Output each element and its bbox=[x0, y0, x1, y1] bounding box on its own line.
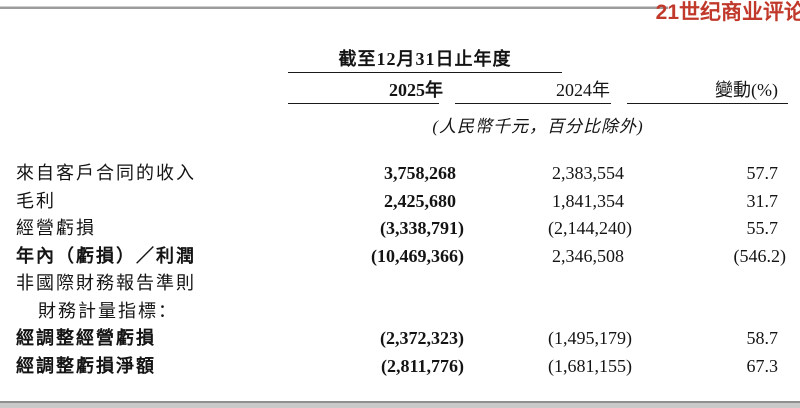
value-2024 bbox=[466, 298, 634, 326]
top-divider-rule bbox=[0, 6, 668, 9]
period-header-underline bbox=[288, 72, 562, 73]
value-change: 57.7 bbox=[746, 163, 779, 183]
value-change bbox=[634, 270, 788, 298]
column-header-spacer bbox=[0, 79, 288, 101]
value-change: 55.7 bbox=[746, 218, 779, 238]
value-2024: (1,495,179) bbox=[548, 328, 632, 348]
value-change: 31.7 bbox=[746, 190, 779, 211]
value-2025: (2,372,323) bbox=[380, 328, 464, 348]
units-note: (人民幣千元，百分比除外) bbox=[432, 117, 644, 136]
row-label: 經營虧損 bbox=[16, 218, 96, 238]
value-2024: (1,681,155) bbox=[548, 355, 632, 376]
table-row-year-loss-profit: 年內（虧損）／利潤 (10,469,366) 2,346,508 (546.2) bbox=[0, 243, 788, 271]
value-2024 bbox=[466, 270, 634, 298]
value-2025 bbox=[288, 270, 466, 298]
row-label: 財務計量指標： bbox=[38, 300, 178, 321]
value-2024: 2,346,508 bbox=[552, 245, 624, 266]
bottom-divider-shade bbox=[0, 403, 800, 408]
table-row-non-ifrs-heading: 非國際財務報告準則 bbox=[0, 270, 788, 298]
row-label: 毛利 bbox=[16, 190, 56, 211]
row-label: 非國際財務報告準則 bbox=[16, 273, 196, 293]
table-row-gross-profit: 毛利 2,425,680 1,841,354 31.7 bbox=[0, 188, 788, 216]
table-row-adjusted-net-loss: 經調整虧損淨額 (2,811,776) (1,681,155) 67.3 bbox=[0, 353, 788, 381]
publication-watermark-logo: 21世纪商业评论 bbox=[655, 1, 800, 24]
table-body: 來自客戶合同的收入 3,758,268 2,383,554 57.7 毛利 2,… bbox=[0, 160, 788, 380]
row-label: 經調整虧損淨額 bbox=[16, 355, 156, 376]
row-label: 年內（虧損）／利潤 bbox=[16, 245, 196, 266]
column-header-row: 2025年 2024年 變動(%) bbox=[0, 79, 788, 101]
value-2025: (2,811,776) bbox=[381, 355, 464, 376]
column-header-change: 變動(%) bbox=[715, 80, 778, 100]
column-underline-2025 bbox=[288, 103, 439, 104]
table-period-header: 截至12月31日止年度 bbox=[338, 49, 512, 69]
column-underline-change bbox=[627, 103, 788, 104]
column-header-2024: 2024年 bbox=[556, 80, 610, 100]
value-change bbox=[634, 298, 788, 326]
value-2025: 2,425,680 bbox=[384, 190, 456, 211]
value-2025: (3,338,791) bbox=[380, 218, 464, 238]
table-row-revenue: 來自客戶合同的收入 3,758,268 2,383,554 57.7 bbox=[0, 160, 788, 188]
row-label: 經調整經營虧損 bbox=[16, 328, 156, 348]
table-row-operating-loss: 經營虧損 (3,338,791) (2,144,240) 55.7 bbox=[0, 215, 788, 243]
value-2025: 3,758,268 bbox=[384, 163, 456, 183]
row-label: 來自客戶合同的收入 bbox=[16, 163, 196, 183]
table-row-measures-heading: 財務計量指標： bbox=[0, 298, 788, 326]
value-change: (546.2) bbox=[733, 245, 787, 266]
bottom-divider-rule bbox=[0, 401, 800, 403]
value-2025: (10,469,366) bbox=[371, 245, 464, 266]
value-2025 bbox=[288, 298, 466, 326]
value-2024: 2,383,554 bbox=[552, 163, 624, 183]
value-2024: 1,841,354 bbox=[552, 190, 624, 211]
value-2024: (2,144,240) bbox=[548, 218, 632, 238]
column-underline-2024 bbox=[455, 103, 611, 104]
table-row-adjusted-operating-loss: 經調整經營虧損 (2,372,323) (1,495,179) 58.7 bbox=[0, 325, 788, 353]
column-header-2025: 2025年 bbox=[389, 80, 443, 100]
value-change: 58.7 bbox=[746, 328, 779, 348]
value-change: 67.3 bbox=[746, 355, 779, 376]
